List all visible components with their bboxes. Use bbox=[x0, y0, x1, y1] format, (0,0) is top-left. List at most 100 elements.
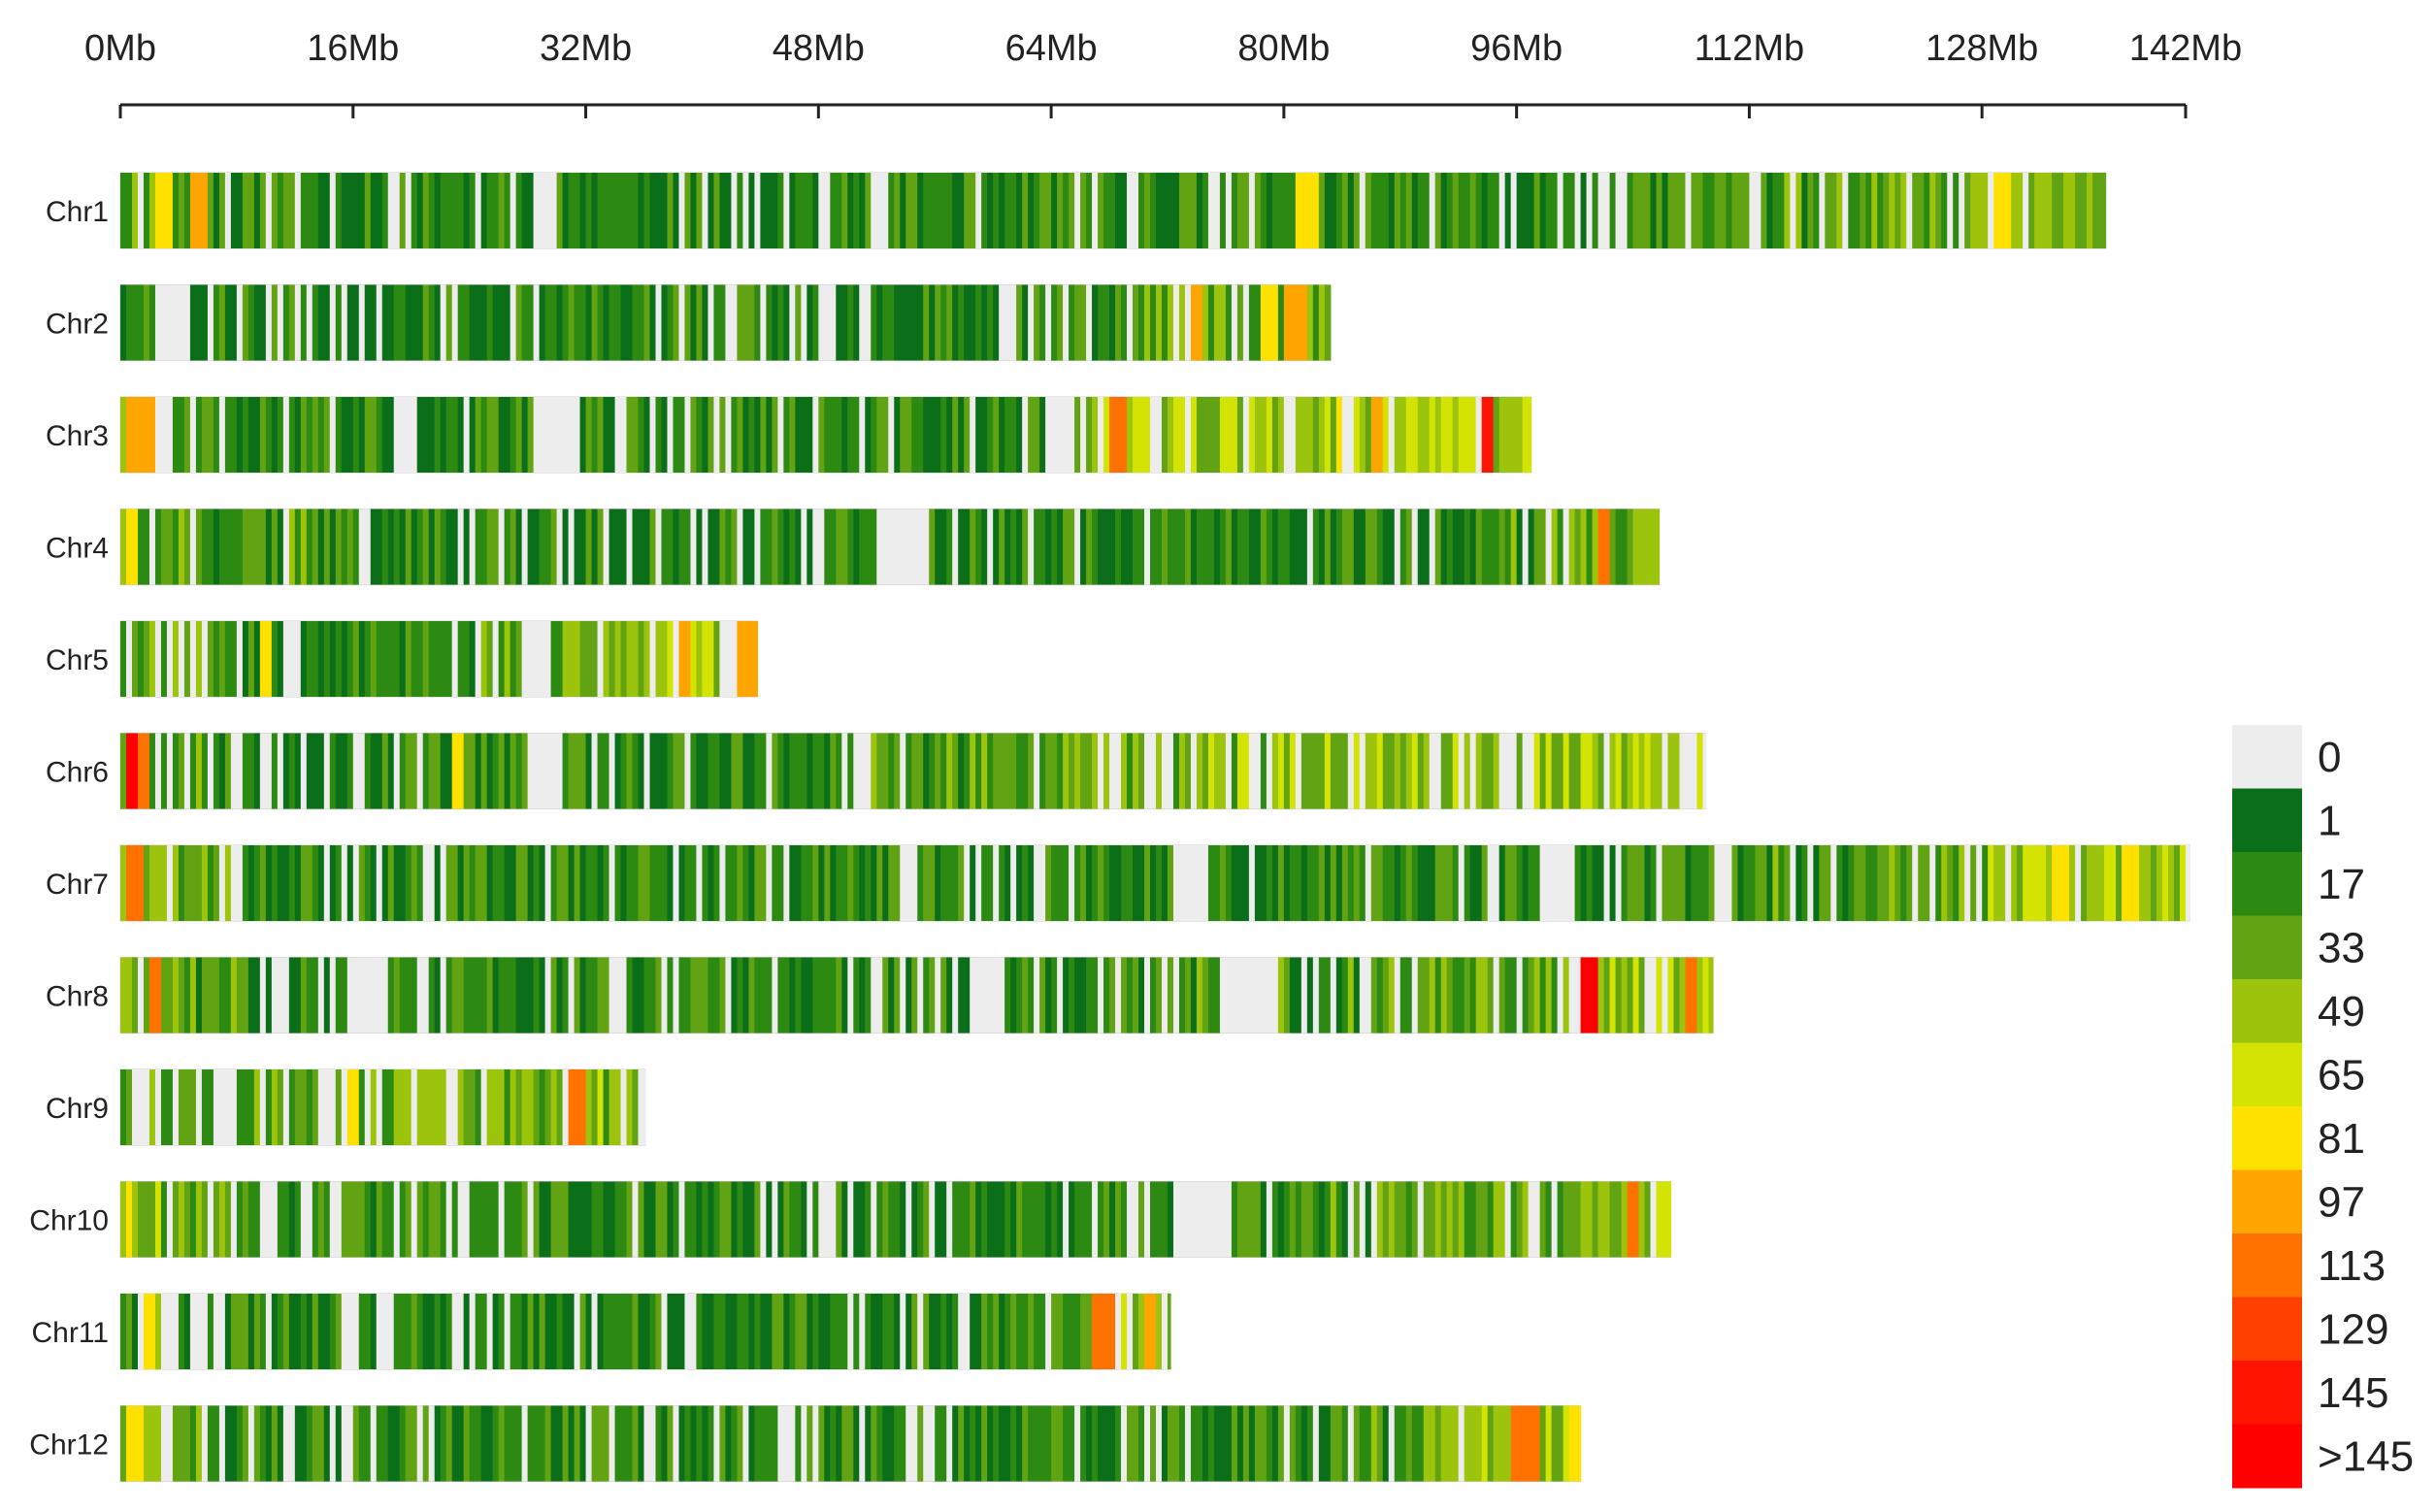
density-bin bbox=[224, 173, 232, 248]
density-bin bbox=[702, 509, 709, 585]
density-bin bbox=[783, 1405, 790, 1482]
density-bin bbox=[1650, 509, 1658, 585]
density-bin bbox=[486, 621, 494, 697]
density-bin bbox=[562, 1294, 570, 1369]
density-bin bbox=[288, 957, 296, 1034]
density-bin bbox=[841, 733, 848, 809]
density-bin bbox=[1034, 845, 1040, 921]
density-bin bbox=[1504, 957, 1512, 1034]
density-bin bbox=[1551, 733, 1559, 809]
density-bin bbox=[1766, 845, 1773, 921]
density-bin bbox=[579, 1181, 587, 1258]
density-bin bbox=[521, 284, 529, 361]
density-bin bbox=[1621, 957, 1629, 1034]
density-bin bbox=[1446, 509, 1454, 585]
density-bin bbox=[1167, 284, 1174, 361]
density-bin bbox=[143, 397, 150, 473]
density-bin bbox=[201, 173, 209, 248]
density-bin bbox=[614, 733, 622, 809]
density-bin bbox=[1161, 1294, 1169, 1369]
density-bin bbox=[148, 397, 156, 473]
density-bin bbox=[603, 1181, 610, 1258]
density-bin bbox=[1207, 957, 1215, 1034]
density-bin bbox=[317, 173, 325, 248]
density-bin bbox=[1236, 1181, 1244, 1258]
density-bin bbox=[620, 845, 628, 921]
density-bin bbox=[288, 1069, 296, 1145]
density-bin bbox=[1242, 845, 1250, 921]
density-bin bbox=[335, 1069, 343, 1145]
density-bin bbox=[498, 1069, 506, 1145]
density-bin bbox=[1388, 397, 1396, 473]
density-bin bbox=[1115, 957, 1122, 1034]
density-bin bbox=[1039, 1181, 1046, 1258]
density-bin bbox=[1213, 173, 1221, 248]
density-bin bbox=[1289, 1405, 1297, 1482]
density-bin bbox=[1801, 173, 1808, 248]
density-bin bbox=[533, 957, 541, 1034]
density-bin bbox=[469, 509, 477, 585]
density-bin bbox=[172, 1181, 180, 1258]
density-bin bbox=[940, 1405, 947, 1482]
density-bin bbox=[1034, 733, 1040, 809]
density-bin bbox=[1295, 733, 1302, 809]
density-bin bbox=[1790, 845, 1796, 921]
density-bin bbox=[1481, 1181, 1489, 1258]
density-bin bbox=[411, 845, 418, 921]
density-bin bbox=[1010, 733, 1017, 809]
legend-swatch bbox=[2232, 1042, 2302, 1107]
density-bin bbox=[923, 284, 930, 361]
x-axis: 0Mb 16Mb 32Mb 48Mb 64Mb 80Mb 96Mb 112Mb 128Mb 142… bbox=[84, 28, 2242, 118]
density-bin bbox=[568, 509, 576, 585]
density-bin bbox=[795, 284, 802, 361]
density-bin bbox=[975, 284, 982, 361]
density-bin bbox=[1133, 509, 1139, 585]
density-bin bbox=[661, 845, 669, 921]
density-bin bbox=[614, 397, 622, 473]
density-bin bbox=[696, 397, 704, 473]
density-bin bbox=[975, 1181, 982, 1258]
density-bin bbox=[125, 1069, 133, 1145]
density-bin bbox=[905, 957, 912, 1034]
density-bin bbox=[1109, 845, 1116, 921]
density-bin bbox=[550, 621, 558, 697]
density-bin bbox=[1580, 1181, 1588, 1258]
density-bin bbox=[1045, 845, 1052, 921]
density-bin bbox=[236, 733, 244, 809]
density-bin bbox=[626, 397, 634, 473]
density-bin bbox=[1028, 173, 1035, 248]
density-bin bbox=[731, 1294, 739, 1369]
density-bin bbox=[1103, 173, 1110, 248]
density-bin bbox=[1603, 173, 1611, 248]
density-bin bbox=[1260, 957, 1267, 1034]
density-bin bbox=[1871, 845, 1878, 921]
density-bin bbox=[329, 957, 337, 1034]
density-bin bbox=[405, 1069, 412, 1145]
density-bin bbox=[638, 509, 645, 585]
density-bin bbox=[1702, 845, 1710, 921]
density-bin bbox=[783, 1294, 790, 1369]
density-bin bbox=[1150, 1405, 1157, 1482]
density-bin bbox=[440, 621, 447, 697]
density-bin bbox=[556, 845, 564, 921]
density-bin bbox=[1446, 1181, 1454, 1258]
density-bin bbox=[1242, 509, 1250, 585]
density-bin bbox=[1615, 173, 1623, 248]
density-bin bbox=[632, 509, 640, 585]
density-bin bbox=[376, 845, 383, 921]
density-bin bbox=[364, 284, 372, 361]
density-bin bbox=[445, 957, 453, 1034]
density-bin bbox=[405, 621, 412, 697]
density-bin bbox=[574, 397, 581, 473]
density-bin bbox=[882, 509, 889, 585]
density-bin bbox=[218, 1069, 226, 1145]
legend-swatch bbox=[2232, 1233, 2302, 1298]
density-bin bbox=[317, 1069, 325, 1145]
density-bin bbox=[1551, 509, 1559, 585]
density-bin bbox=[1434, 173, 1442, 248]
density-bin bbox=[2087, 173, 2093, 248]
density-bin bbox=[341, 733, 348, 809]
density-bin bbox=[1225, 845, 1233, 921]
density-bin bbox=[1452, 845, 1460, 921]
density-bin bbox=[329, 733, 337, 809]
